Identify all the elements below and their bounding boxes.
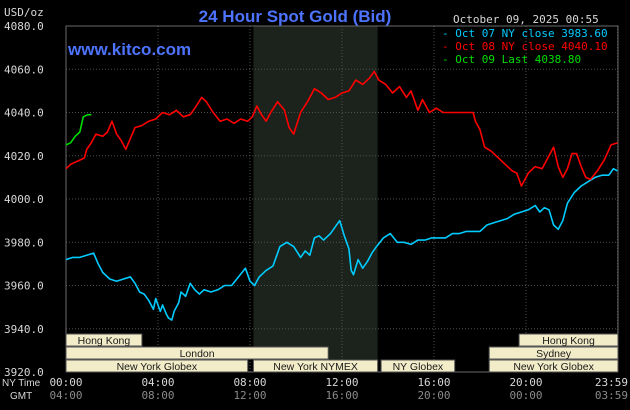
legend-entry: - Oct 09 Last 4038.80 — [442, 53, 581, 66]
x-tick-label-ny: 23:59 — [595, 376, 628, 389]
session-label: London — [180, 348, 215, 360]
x-tick-label-gmt: 16:00 — [325, 389, 358, 402]
x-tick-label-ny: 00:00 — [49, 376, 82, 389]
legend-entry: - Oct 08 NY close 4040.10 — [442, 40, 608, 53]
y-tick-label: 3960.0 — [4, 280, 44, 293]
session-label: Hong Kong — [542, 335, 595, 347]
x-tick-label-gmt: 03:59 — [595, 389, 628, 402]
session-bar — [380, 359, 456, 373]
x-axis: NY TimeGMT00:0004:0004:0008:0008:0012:00… — [2, 376, 628, 402]
legend: - Oct 07 NY close 3983.60- Oct 08 NY clo… — [442, 27, 608, 66]
y-tick-label: 4000.0 — [4, 193, 44, 206]
session-bar — [252, 359, 379, 373]
x-tick-label-ny: 12:00 — [325, 376, 358, 389]
y-axis-label: USD/oz — [4, 6, 44, 19]
website-label: www.kitco.com — [67, 40, 191, 59]
grid-lines — [65, 25, 619, 373]
x-tick-label-gmt: 04:00 — [49, 389, 82, 402]
x-tick-label-ny: 04:00 — [141, 376, 174, 389]
series-line — [65, 167, 618, 321]
session-label: NY Globex — [393, 361, 444, 373]
y-tick-label: 4080.0 — [4, 20, 44, 33]
x-tick-label-ny: 20:00 — [509, 376, 542, 389]
x-row-label-ny: NY Time — [2, 378, 41, 389]
y-tick-label: 3980.0 — [4, 236, 44, 249]
session-label: Sydney — [536, 348, 572, 360]
price-series — [65, 70, 618, 321]
session-label: New York Globex — [513, 361, 594, 373]
session-bar — [65, 359, 249, 373]
y-tick-label: 3940.0 — [4, 323, 44, 336]
legend-entry: - Oct 07 NY close 3983.60 — [442, 27, 608, 40]
session-label: New York Globex — [117, 361, 198, 373]
session-label: New York NYMEX — [273, 361, 358, 373]
x-row-label-gmt: GMT — [10, 391, 32, 402]
y-tick-label: 4060.0 — [4, 63, 44, 76]
date-label: October 09, 2025 00:55 — [453, 13, 599, 26]
chart-title: 24 Hour Spot Gold (Bid) — [199, 7, 392, 26]
session-bar — [65, 333, 143, 347]
session-label: Hong Kong — [78, 335, 131, 347]
y-tick-label: 4020.0 — [4, 150, 44, 163]
y-axis: 3920.0 3940.0 3960.0 3980.0 4000.0 4020.0 4040… — [4, 20, 44, 379]
x-tick-label-gmt: 20:00 — [417, 389, 450, 402]
session-bar — [65, 346, 329, 360]
x-tick-label-gmt: 08:00 — [141, 389, 174, 402]
x-tick-label-ny: 08:00 — [233, 376, 266, 389]
x-tick-label-gmt: 00:00 — [509, 389, 542, 402]
session-bar — [518, 333, 619, 347]
x-tick-label-ny: 16:00 — [417, 376, 450, 389]
y-tick-label: 4040.0 — [4, 107, 44, 120]
series-line — [65, 70, 618, 187]
x-tick-label-gmt: 12:00 — [233, 389, 266, 402]
session-bar — [488, 359, 619, 373]
y-tick-label: 3920.0 — [4, 366, 44, 379]
session-bar — [488, 346, 619, 360]
series-line — [65, 113, 92, 146]
